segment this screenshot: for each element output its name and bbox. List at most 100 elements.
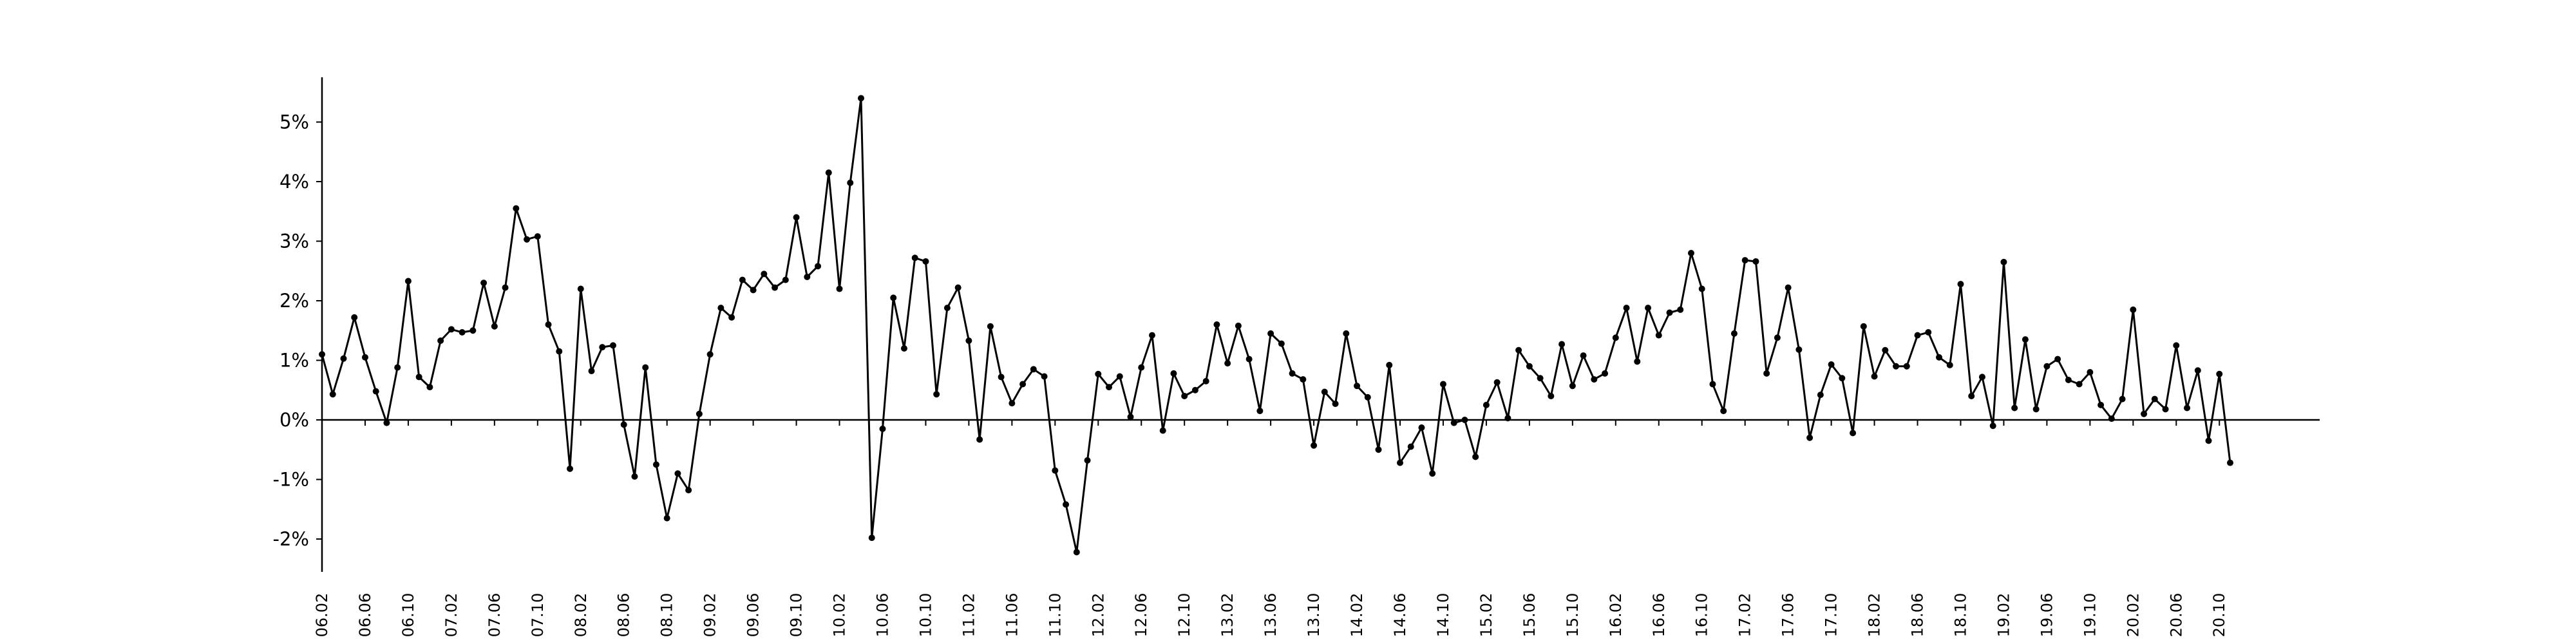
data-point xyxy=(1925,329,1932,336)
x-tick-label: 09.10 xyxy=(788,593,806,638)
data-point xyxy=(1300,376,1307,383)
data-point xyxy=(1332,401,1339,408)
data-point xyxy=(900,345,907,352)
data-point xyxy=(459,329,466,336)
data-point xyxy=(319,351,325,358)
y-tick-label: 5% xyxy=(279,111,309,133)
data-point xyxy=(1903,363,1910,370)
data-point xyxy=(631,473,638,480)
data-point xyxy=(1709,381,1716,388)
x-axis-ticks: 06.02 06.06 06.10 07.02 07.06 07.10 08.02 08.06… xyxy=(313,420,2228,637)
data-point xyxy=(1591,376,1598,383)
data-point xyxy=(1095,370,1102,377)
y-tick-label: 0% xyxy=(279,409,309,431)
data-point xyxy=(663,515,670,522)
data-point xyxy=(1450,419,1457,426)
data-point xyxy=(556,348,563,355)
x-tick-label: 07.10 xyxy=(529,593,547,638)
data-point xyxy=(1569,383,1576,390)
data-point xyxy=(599,344,606,351)
data-point xyxy=(524,236,531,243)
data-point xyxy=(1558,341,1566,348)
data-point xyxy=(1364,393,1371,401)
data-point xyxy=(943,305,951,312)
data-point xyxy=(1839,375,1846,382)
data-point xyxy=(1106,384,1113,391)
data-point xyxy=(1817,392,1824,399)
data-point xyxy=(1763,370,1770,377)
data-point xyxy=(1526,363,1533,370)
data-point xyxy=(2076,381,2083,388)
data-point xyxy=(728,314,735,321)
data-point xyxy=(1041,373,1048,380)
data-point xyxy=(448,326,455,333)
data-point xyxy=(1730,330,1738,337)
data-point xyxy=(2151,395,2158,402)
x-tick-label: 15.10 xyxy=(1564,593,1582,638)
x-tick-label: 12.02 xyxy=(1089,593,1107,638)
data-point xyxy=(1752,258,1759,265)
data-point xyxy=(1375,446,1382,453)
data-point xyxy=(2216,370,2223,377)
data-point xyxy=(1602,370,1609,377)
data-point xyxy=(1828,361,1835,368)
x-tick-label: 07.02 xyxy=(442,593,460,638)
data-point xyxy=(1354,383,1361,390)
data-point xyxy=(1311,442,1318,449)
data-point xyxy=(394,364,401,371)
data-point xyxy=(404,278,412,285)
data-point xyxy=(2032,406,2040,413)
data-point xyxy=(717,305,724,312)
x-tick-label: 20.02 xyxy=(2124,593,2142,638)
x-tick-label: 06.06 xyxy=(356,593,374,638)
data-point xyxy=(1537,375,1544,382)
data-point xyxy=(1073,549,1080,556)
data-point xyxy=(1893,363,1900,370)
data-point xyxy=(1278,340,1285,347)
data-point xyxy=(1397,459,1403,466)
data-point xyxy=(1968,393,1975,399)
data-point xyxy=(620,421,627,428)
data-point xyxy=(383,419,390,426)
data-point xyxy=(1504,415,1511,422)
data-point xyxy=(911,254,918,261)
axes xyxy=(321,77,2320,572)
data-point xyxy=(1806,434,1814,441)
data-point xyxy=(890,294,897,301)
data-point xyxy=(825,169,832,176)
data-point xyxy=(1343,330,1350,337)
x-tick-label: 19.10 xyxy=(2081,593,2099,638)
data-point xyxy=(1235,322,1242,329)
data-point xyxy=(1634,358,1641,365)
data-point xyxy=(772,284,779,291)
data-point xyxy=(361,354,368,361)
x-tick-label: 16.02 xyxy=(1607,593,1625,638)
data-point xyxy=(858,95,864,102)
x-tick-label: 08.06 xyxy=(615,593,633,638)
x-tick-label: 09.02 xyxy=(701,593,719,638)
data-point xyxy=(1202,377,1209,384)
data-point xyxy=(922,258,929,265)
y-tick-label: 4% xyxy=(279,171,309,193)
data-point xyxy=(1493,379,1501,386)
data-point xyxy=(1256,408,1264,415)
data-point xyxy=(1418,424,1425,431)
data-point xyxy=(1245,355,1253,363)
data-point xyxy=(976,436,983,443)
x-tick-label: 10.02 xyxy=(831,593,849,638)
data-point xyxy=(1439,381,1446,388)
data-point xyxy=(567,465,574,472)
data-point xyxy=(1914,332,1921,339)
data-point xyxy=(836,285,843,292)
x-tick-label: 18.02 xyxy=(1866,593,1884,638)
data-point xyxy=(1785,284,1792,291)
x-tick-label: 15.02 xyxy=(1477,593,1495,638)
data-point xyxy=(1159,427,1166,434)
data-point xyxy=(1989,422,1996,430)
data-point xyxy=(1957,281,1964,288)
data-point xyxy=(1482,401,1490,408)
data-point xyxy=(2087,369,2094,375)
data-point xyxy=(340,355,347,362)
series-line xyxy=(321,97,2231,553)
y-tick-label: -2% xyxy=(273,528,309,550)
